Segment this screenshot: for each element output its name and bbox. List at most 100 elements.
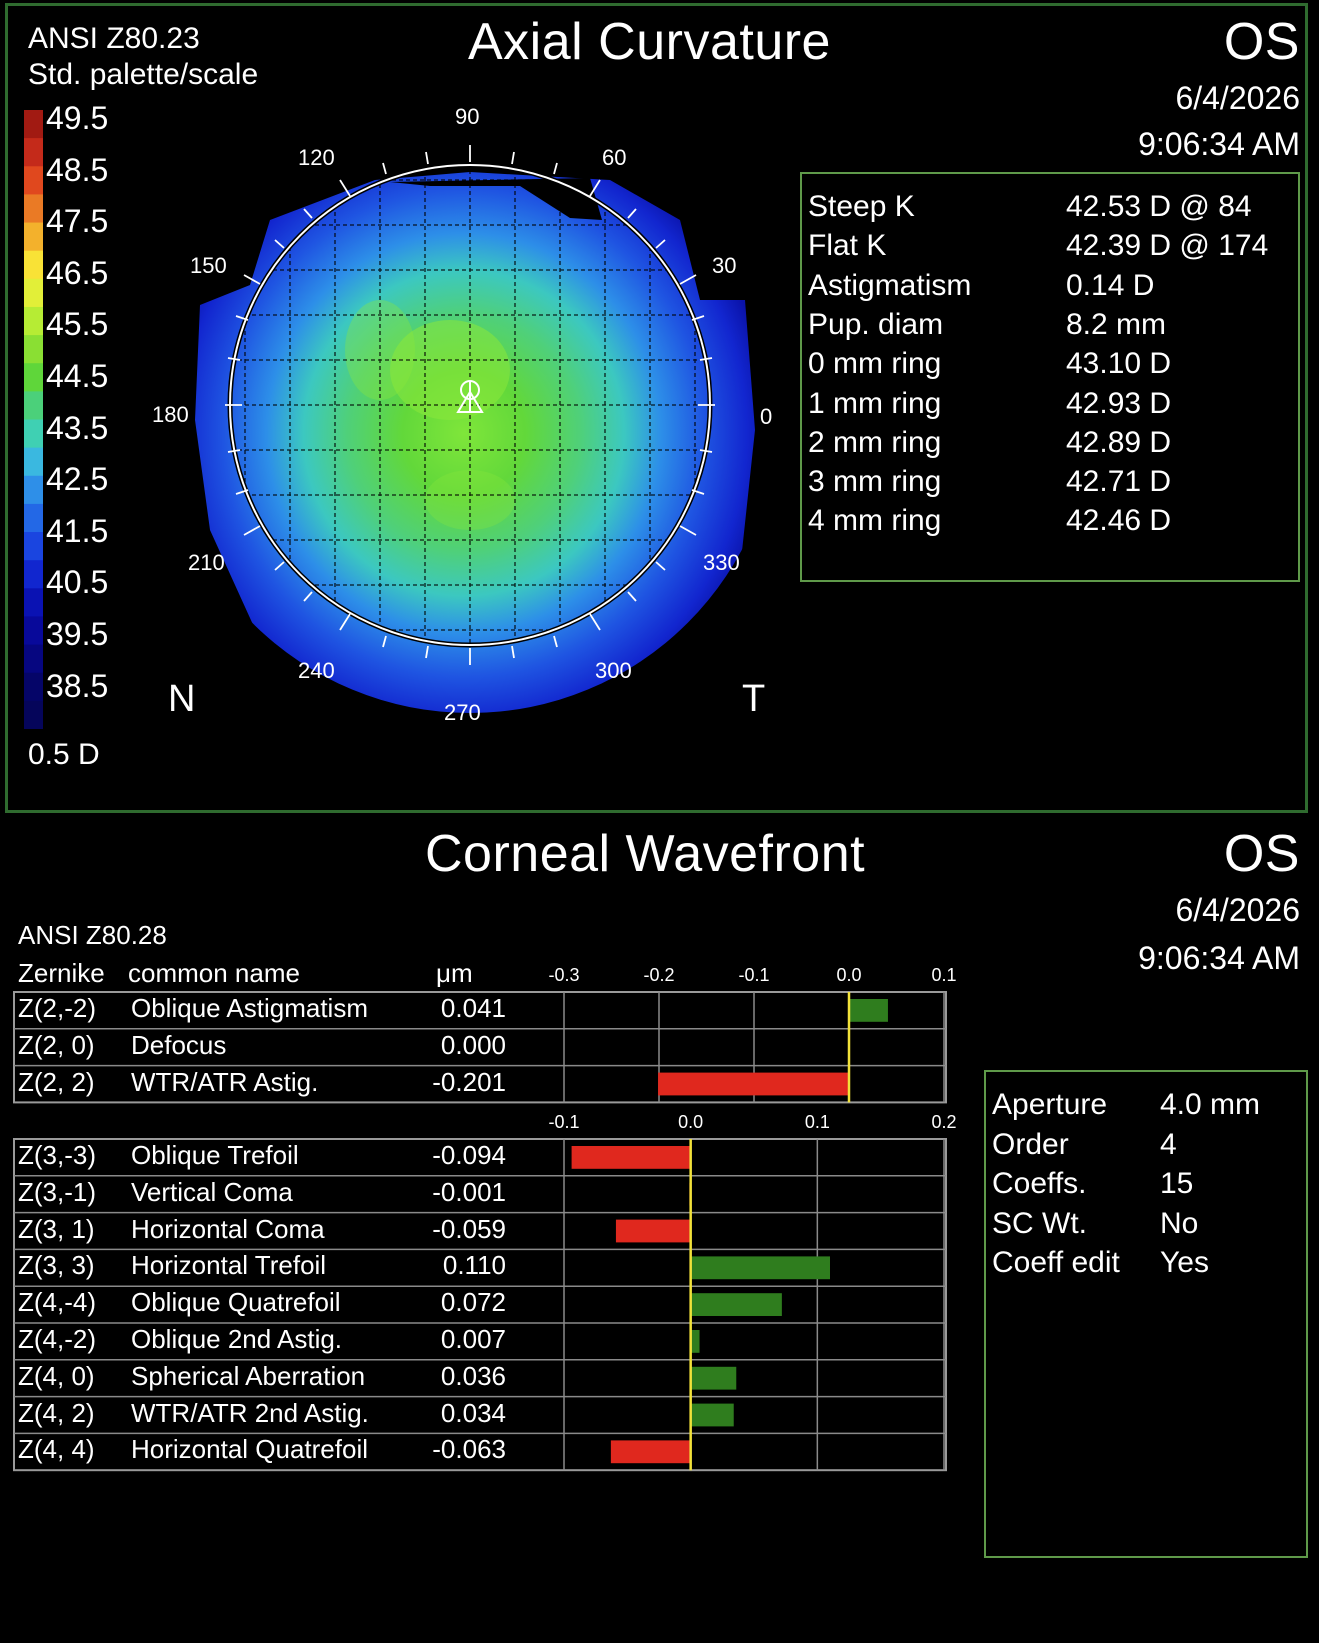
stat-label: 1 mm ring <box>808 386 942 420</box>
axis-label-30: 30 <box>712 253 737 278</box>
col-header-name: common name <box>128 958 300 988</box>
zernike-value: -0.001 <box>432 1176 506 1207</box>
zernike-index: Z(4, 0) <box>18 1360 95 1391</box>
axis-label-270: 270 <box>444 700 481 725</box>
scale-swatch <box>24 306 43 336</box>
stat-label: 3 mm ring <box>808 465 942 499</box>
scale-swatch <box>24 475 43 505</box>
tick-label: 0.2 <box>931 1112 957 1132</box>
zernike-value: -0.094 <box>432 1140 506 1170</box>
axial-curvature-map <box>195 145 755 713</box>
stat-value: 42.89 D <box>1066 425 1172 459</box>
scale-swatch <box>24 110 43 139</box>
zernike-value: 0.000 <box>440 1029 506 1060</box>
zernike-index: Z(3,-3) <box>18 1140 96 1170</box>
color-scale-swatches <box>24 110 43 730</box>
wavefront-params-box <box>984 1070 1308 1558</box>
zernike-index: Z(3, 1) <box>18 1213 95 1244</box>
param-label: Order <box>992 1127 1069 1161</box>
wavefront-date: 6/4/2026 <box>1175 892 1300 928</box>
zernike-value: 0.072 <box>440 1287 506 1318</box>
scale-swatch <box>24 672 43 702</box>
axis-label-120: 120 <box>298 145 335 170</box>
scale-swatch <box>24 700 43 730</box>
wavefront-time: 9:06:34 AM <box>1138 940 1300 976</box>
axis-label-330: 330 <box>703 550 740 575</box>
scale-swatch <box>24 278 43 308</box>
zernike-common-name: Horizontal Quatrefoil <box>131 1434 368 1465</box>
tick-label: -0.2 <box>643 965 675 985</box>
scale-label: 45.5 <box>46 306 109 343</box>
scale-label: 49.5 <box>46 100 109 136</box>
zernike-index: Z(2,-2) <box>18 993 96 1023</box>
scale-label: 38.5 <box>46 667 109 704</box>
zernike-index: Z(4,-4) <box>18 1287 96 1318</box>
stat-label: 4 mm ring <box>808 504 942 538</box>
zernike-common-name: Vertical Coma <box>131 1176 293 1207</box>
coefficient-bar <box>849 999 888 1022</box>
param-label: Coeff edit <box>992 1246 1120 1279</box>
keratometry-box <box>800 172 1300 582</box>
color-scale-labels: 49.5 48.5 47.5 46.5 45.5 44.5 43.5 42.5 41.5 40.5… <box>46 100 126 740</box>
tick-label: 0.0 <box>836 965 862 985</box>
scale-swatch <box>24 222 43 252</box>
nasal-label: N <box>168 678 196 720</box>
stat-label: 0 mm ring <box>808 347 942 381</box>
zernike-index: Z(4,-2) <box>18 1324 96 1354</box>
scale-swatch <box>24 588 43 617</box>
param-value: 4.0 mm <box>1160 1088 1261 1121</box>
axial-eye: OS <box>1223 13 1300 71</box>
zernike-value: 0.110 <box>442 1250 506 1281</box>
vertex-marker-icon <box>456 380 484 413</box>
scale-label: 40.5 <box>46 564 109 601</box>
scale-swatch <box>24 194 43 224</box>
coefficient-bar <box>690 1293 782 1316</box>
scale-swatch <box>24 138 43 167</box>
zernike-value: 0.007 <box>440 1324 506 1354</box>
tick-label: -0.1 <box>738 965 770 985</box>
axis-label-150: 150 <box>190 253 227 278</box>
stat-value: 0.14 D <box>1066 268 1155 302</box>
scale-swatch <box>24 363 43 392</box>
color-scale-bar <box>24 110 43 730</box>
coefficient-bar <box>571 1146 691 1169</box>
stat-value: 42.93 D <box>1066 386 1172 420</box>
zernike-common-name: Horizontal Trefoil <box>131 1250 327 1281</box>
scale-swatch <box>24 391 43 420</box>
zernike-value: 0.034 <box>440 1397 506 1428</box>
scale-label: 44.5 <box>46 358 109 394</box>
scale-label: 43.5 <box>46 409 109 446</box>
zernike-index: Z(3, 3) <box>18 1250 95 1281</box>
zernike-index: Z(3,-1) <box>18 1176 96 1207</box>
zernike-common-name: Oblique Quatrefoil <box>131 1287 341 1318</box>
scale-label: 41.5 <box>46 512 109 549</box>
stat-value: 42.39 D @ 174 <box>1066 229 1269 263</box>
scale-swatch <box>24 419 43 449</box>
zernike-value: -0.201 <box>432 1066 506 1097</box>
coefficient-bar <box>690 1366 737 1390</box>
param-value: 15 <box>1160 1167 1194 1200</box>
stat-label: Steep K <box>808 190 915 223</box>
zernike-table-1 <box>13 991 947 1104</box>
coefficient-bar <box>690 1330 700 1353</box>
zernike-index: Z(2, 0) <box>18 1029 95 1060</box>
axial-scale-name: Std. palette/scale <box>28 58 259 91</box>
tick-label: 0.1 <box>804 1112 830 1132</box>
scale-label: 47.5 <box>46 203 109 240</box>
zernike-value: -0.059 <box>432 1213 506 1244</box>
scale-swatch <box>24 560 43 589</box>
stat-value: 8.2 mm <box>1066 307 1167 341</box>
angle-ticks <box>225 145 715 665</box>
scale-swatch <box>24 166 43 195</box>
zernike-value: 0.041 <box>440 993 506 1023</box>
param-value: Yes <box>1160 1246 1209 1279</box>
stat-value: 43.10 D <box>1066 347 1172 381</box>
table-border <box>13 991 947 1104</box>
wavefront-standard: ANSI Z80.28 <box>18 920 167 950</box>
scale-swatch <box>24 447 43 477</box>
stat-value: 42.53 D @ 84 <box>1066 190 1252 223</box>
scale-swatch <box>24 616 43 646</box>
axial-time: 9:06:34 AM <box>1138 126 1300 162</box>
tick-label: 0.0 <box>678 1112 704 1132</box>
axis-label-300: 300 <box>595 658 632 683</box>
